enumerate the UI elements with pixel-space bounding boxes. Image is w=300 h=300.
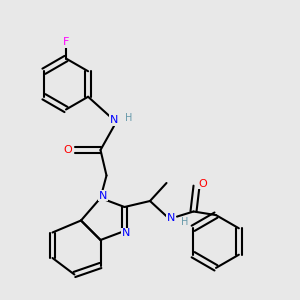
Text: N: N: [110, 115, 118, 125]
Text: O: O: [199, 178, 208, 189]
Text: F: F: [63, 37, 69, 47]
Text: H: H: [125, 113, 133, 123]
Text: N: N: [99, 190, 107, 201]
Text: O: O: [63, 145, 72, 155]
Text: N: N: [122, 228, 130, 239]
Text: N: N: [167, 213, 175, 224]
Text: H: H: [181, 217, 188, 227]
